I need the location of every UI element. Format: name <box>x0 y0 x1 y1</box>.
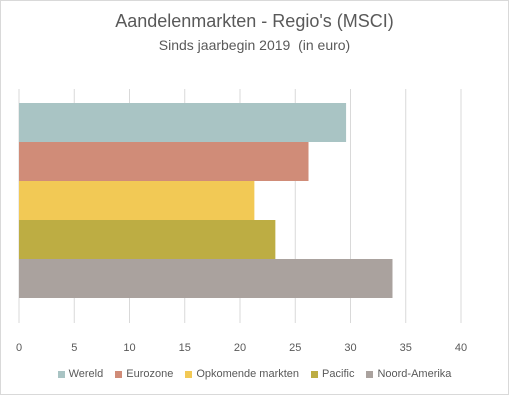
bar-pacific <box>19 220 276 259</box>
plot-area: 0 5 10 15 20 25 30 35 40 <box>16 89 467 354</box>
bar-opkomende-markten <box>19 181 255 220</box>
legend-item-wereld: Wereld <box>57 368 104 380</box>
legend-swatch <box>185 370 193 378</box>
bar-eurozone <box>19 142 309 181</box>
legend-item-noord-amerika: Noord-Amerika <box>366 368 451 380</box>
legend-swatch <box>366 370 374 378</box>
legend-swatch <box>311 370 319 378</box>
x-tick-label: 5 <box>71 342 77 354</box>
legend-swatch <box>115 370 123 378</box>
x-tick-label: 25 <box>289 342 301 354</box>
bar-noord-amerika <box>19 259 393 298</box>
x-tick-label: 20 <box>234 342 246 354</box>
bars <box>19 103 393 298</box>
legend-label: Pacific <box>322 368 355 380</box>
x-tick-labels: 0 5 10 15 20 25 30 35 40 <box>16 342 467 354</box>
legend-label: Opkomende markten <box>196 368 300 380</box>
legend-item-eurozone: Eurozone <box>115 368 173 380</box>
legend-label: Noord-Amerika <box>377 368 452 380</box>
x-tick-label: 30 <box>344 342 356 354</box>
x-tick-label: 15 <box>179 342 191 354</box>
x-tick-label: 40 <box>455 342 467 354</box>
chart-title: Aandelenmarkten - Regio's (MSCI) <box>115 11 394 31</box>
chart-subtitle: Sinds jaarbegin 2019 (in euro) <box>158 37 351 53</box>
chart-area: Aandelenmarkten - Regio's (MSCI) Sinds j… <box>0 0 509 395</box>
bar-wereld <box>19 103 347 142</box>
x-tick-label: 35 <box>400 342 412 354</box>
legend-label: Eurozone <box>126 368 174 380</box>
x-tick-label: 0 <box>16 342 22 354</box>
legend: Wereld Eurozone Opkomende markten Pacific No… <box>1 368 508 380</box>
legend-swatch <box>57 370 65 378</box>
x-tick-label: 10 <box>123 342 135 354</box>
legend-item-pacific: Pacific <box>311 368 354 380</box>
legend-item-opkomende-markten: Opkomende markten <box>185 368 299 380</box>
legend-label: Wereld <box>68 368 104 380</box>
